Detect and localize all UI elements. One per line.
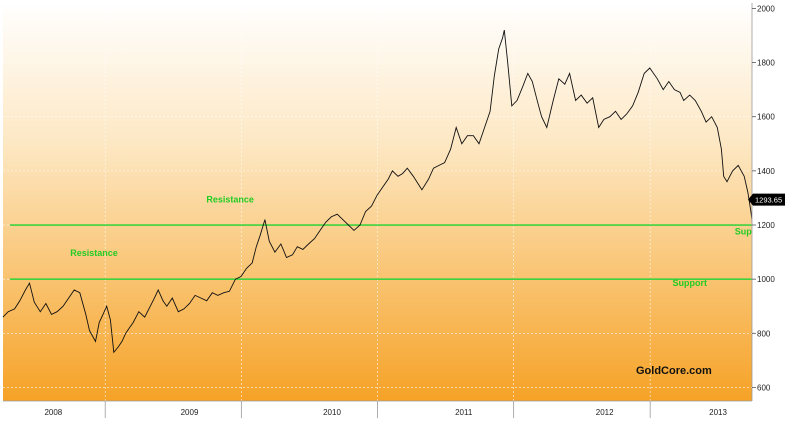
reference-lines	[10, 224, 752, 280]
last-value-badge: 1293.65	[748, 193, 785, 206]
annotation-label-1: Resistance	[206, 194, 254, 204]
y-tick-label-1200: 1200	[757, 221, 775, 230]
annotation-label-3: Support	[672, 278, 707, 288]
x-tick-label-2010: 2010	[323, 408, 341, 417]
x-tick-label-2011: 2011	[455, 408, 473, 417]
y-tick-label-2000: 2000	[757, 4, 775, 13]
x-tick-label-2013: 2013	[709, 408, 727, 417]
y-tick-label-600: 600	[757, 383, 771, 392]
plot-background	[3, 3, 752, 401]
x-axis-panel	[0, 401, 787, 421]
y-tick-label-800: 800	[757, 329, 771, 338]
y-axis: 600 800 1000 1200 1400 1600 1800 2000	[751, 0, 787, 421]
y-tick-label-1400: 1400	[757, 167, 775, 176]
y-tick-label-1600: 1600	[757, 113, 775, 122]
last-value-label: 1293.65	[755, 196, 782, 205]
x-tick-label-2008: 2008	[44, 408, 62, 417]
x-tick-label-2009: 2009	[181, 408, 199, 417]
watermark-text: GoldCore.com	[636, 365, 712, 377]
y-axis-panel	[752, 0, 787, 421]
annotation-label-0: Resistance	[70, 248, 118, 258]
last-value-badge-shape	[748, 193, 785, 206]
y-tick-label-1800: 1800	[757, 59, 775, 68]
y-tick-label-1000: 1000	[757, 275, 775, 284]
price-series-line	[2, 30, 787, 354]
x-tick-label-2012: 2012	[596, 408, 614, 417]
x-axis: 2008 2009 2010 2011 2012 2013	[0, 400, 787, 421]
